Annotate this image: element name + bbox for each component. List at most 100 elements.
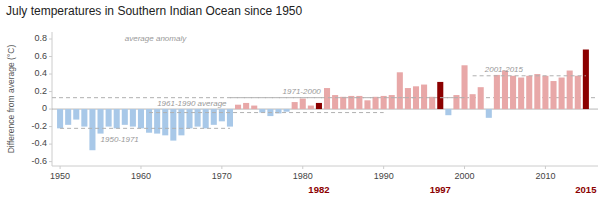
x-axis: 1950 1960 1970 1980 1990 2000 2010 [50, 166, 598, 181]
x-tick [221, 166, 222, 169]
bar [502, 71, 508, 110]
bar [186, 109, 192, 128]
highlight-year-label: 2015 [575, 184, 597, 195]
bar [243, 103, 249, 109]
y-tick [49, 91, 52, 92]
bar [542, 76, 548, 109]
bar [340, 97, 346, 109]
bar [559, 78, 565, 110]
y-axis-label: Difference from average (°C) [6, 45, 16, 154]
x-tick [464, 166, 465, 169]
title: July temperatures in Southern Indian Oce… [6, 4, 303, 18]
bar [300, 99, 306, 110]
x-tick-label: 1980 [293, 171, 313, 181]
bar [219, 109, 225, 121]
bar [534, 74, 540, 109]
bar [195, 109, 201, 127]
bar [308, 106, 314, 110]
bar [81, 109, 87, 127]
bar [526, 76, 532, 109]
bar [284, 109, 290, 112]
bar [130, 109, 136, 127]
bar [550, 81, 556, 109]
bar [470, 94, 476, 109]
bar [583, 50, 589, 110]
x-tick [545, 166, 546, 169]
annotation: 1961-1990 average [157, 99, 227, 108]
bar [235, 105, 241, 109]
bar [259, 109, 265, 113]
x-tick [383, 166, 384, 169]
y-tick-label: 0.6 [34, 51, 47, 61]
x-tick-label: 1950 [50, 171, 70, 181]
bar [324, 88, 330, 109]
y-tick [49, 39, 52, 40]
bar [203, 109, 209, 128]
bar [65, 109, 71, 125]
bar [211, 109, 217, 125]
bar [57, 109, 63, 128]
highlight-year-label: 1982 [308, 184, 329, 195]
bar [227, 109, 233, 127]
bar [292, 102, 298, 109]
y-tick-label: 0 [42, 103, 47, 113]
x-tick-label: 1970 [212, 171, 232, 181]
y-tick-label: 0.2 [34, 86, 47, 96]
bar [89, 109, 95, 150]
y-tick-label: -0.4 [31, 138, 47, 148]
bars [57, 50, 589, 151]
x-tick-label: 1960 [131, 171, 151, 181]
bar [567, 71, 573, 110]
bar [122, 109, 128, 125]
bar [462, 65, 468, 109]
bar [437, 82, 443, 109]
bar [494, 75, 500, 109]
plot-area [52, 50, 598, 151]
y-axis-line [52, 32, 53, 166]
bar [332, 95, 338, 109]
y-tick [49, 74, 52, 75]
bar [478, 87, 484, 109]
period-average-line [149, 112, 384, 113]
bar [373, 97, 379, 109]
y-tick [49, 109, 52, 110]
y-tick-label: 0.8 [34, 33, 47, 43]
period-average-line [473, 75, 586, 76]
bar [114, 109, 120, 128]
x-tick-label: 2010 [535, 171, 555, 181]
bar [98, 109, 104, 134]
bar [251, 106, 257, 110]
bar [429, 97, 435, 109]
annotation: 1971-2000 [283, 87, 322, 96]
bar [73, 109, 79, 120]
bar [106, 109, 112, 127]
bar [316, 103, 322, 109]
bar [518, 78, 524, 110]
bar [510, 76, 516, 109]
bar [421, 85, 427, 110]
bar [486, 109, 492, 118]
y-tick [49, 56, 52, 57]
bar [445, 109, 451, 115]
chart: July temperatures in Southern Indian Oce… [0, 0, 606, 224]
x-tick [140, 166, 141, 169]
bar [364, 100, 370, 109]
x-tick [302, 166, 303, 169]
bar [397, 72, 403, 109]
bar [170, 109, 176, 141]
x-tick-label: 1990 [374, 171, 394, 181]
period-lines [60, 76, 586, 129]
x-tick-label: 2000 [455, 171, 475, 181]
y-tick [49, 144, 52, 145]
y-tick-label: -0.6 [31, 156, 47, 166]
bar [389, 95, 395, 109]
y-tick [49, 126, 52, 127]
y-tick-label: -0.2 [31, 121, 47, 131]
bar [405, 88, 411, 109]
y-tick-label: 0.4 [34, 68, 47, 78]
bar [138, 109, 144, 128]
highlight-year-label: 1997 [430, 184, 451, 195]
annotation: 2001-2015 [484, 65, 524, 74]
bar [575, 76, 581, 109]
annotation: average anomaly [125, 34, 187, 43]
